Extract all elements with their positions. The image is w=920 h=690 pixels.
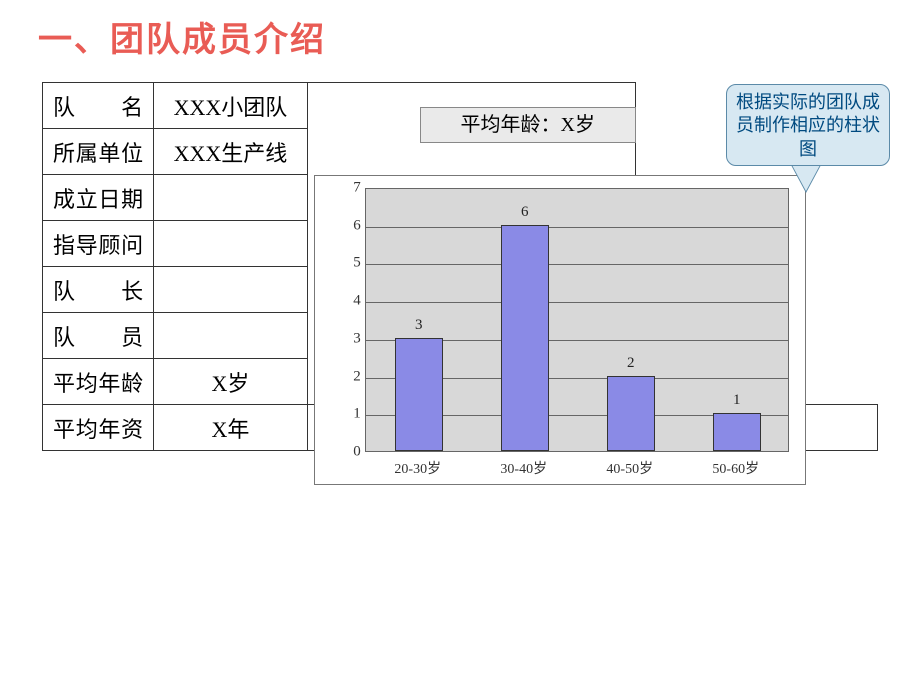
chart-bar xyxy=(395,338,443,451)
row-label: 平均年龄 xyxy=(43,359,154,405)
row-value xyxy=(154,313,308,359)
row-label: 队 员 xyxy=(43,313,154,359)
chart-ytick: 4 xyxy=(341,293,361,310)
chart-gridline xyxy=(366,227,788,228)
callout-note: 根据实际的团队成员制作相应的柱状图 xyxy=(726,84,890,166)
age-bar-chart: 3 6 2 1 0 1 2 3 4 5 6 7 20-30岁 30-40岁 40-50岁 50-60岁 xyxy=(314,175,806,485)
chart-bar xyxy=(607,376,655,451)
chart-ytick: 6 xyxy=(341,217,361,234)
chart-ytick: 7 xyxy=(341,180,361,197)
row-label: 指导顾问 xyxy=(43,221,154,267)
chart-ytick: 1 xyxy=(341,406,361,423)
chart-plot-area: 3 6 2 1 xyxy=(365,188,789,452)
chart-bar xyxy=(501,225,549,451)
row-value xyxy=(154,267,308,313)
chart-bar-value: 2 xyxy=(607,355,655,372)
row-value xyxy=(154,175,308,221)
chart-gridline xyxy=(366,264,788,265)
chart-gridline xyxy=(366,302,788,303)
row-value xyxy=(154,221,308,267)
chart-xtick: 50-60岁 xyxy=(691,458,781,478)
chart-xtick: 20-30岁 xyxy=(373,458,463,478)
chart-xtick: 30-40岁 xyxy=(479,458,569,478)
chart-bar-value: 3 xyxy=(395,317,443,334)
chart-bar-value: 1 xyxy=(713,392,761,409)
chart-ytick: 0 xyxy=(341,444,361,461)
chart-bar-value: 6 xyxy=(501,204,549,221)
row-label: 平均年资 xyxy=(43,405,154,451)
chart-bar xyxy=(713,413,761,451)
row-label: 队 名 xyxy=(43,83,154,129)
row-label: 所属单位 xyxy=(43,129,154,175)
row-label: 成立日期 xyxy=(43,175,154,221)
row-value: XXX小团队 xyxy=(154,83,308,129)
avg-age-badge: 平均年龄：X岁 xyxy=(420,107,636,143)
chart-xtick: 40-50岁 xyxy=(585,458,675,478)
chart-ytick: 5 xyxy=(341,255,361,272)
callout-arrow xyxy=(792,165,820,191)
row-value: X岁 xyxy=(154,359,308,405)
chart-ytick: 2 xyxy=(341,368,361,385)
page-title: 一、团队成员介绍 xyxy=(38,12,326,61)
chart-cell: 平均年龄：X岁 3621 0123456720-30岁30-40岁40-50岁5… xyxy=(307,83,635,405)
chart-ytick: 3 xyxy=(341,330,361,347)
row-value: X年 xyxy=(154,405,308,451)
row-value: XXX生产线 xyxy=(154,129,308,175)
row-label: 队 长 xyxy=(43,267,154,313)
